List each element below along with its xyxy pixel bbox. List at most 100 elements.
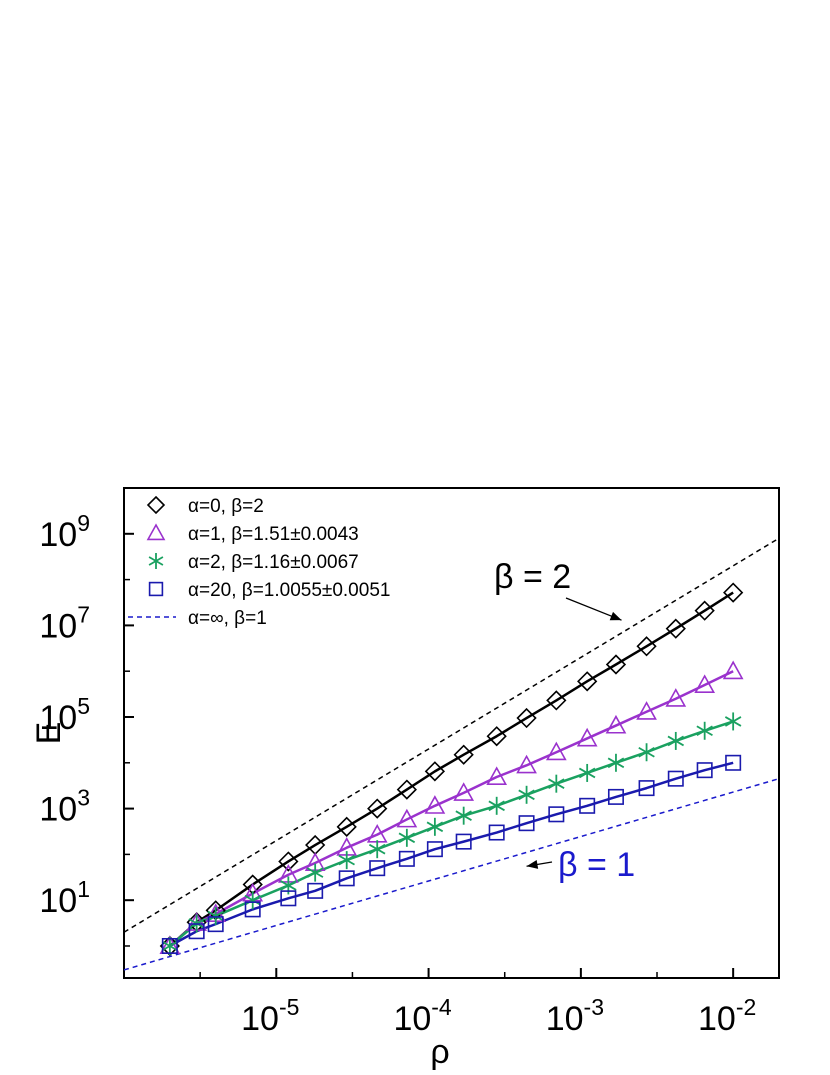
fit-line — [169, 761, 734, 948]
data-point — [545, 741, 567, 761]
asterisk-stroke — [148, 556, 164, 566]
data-point — [665, 618, 686, 639]
asterisk-stroke — [306, 867, 324, 878]
data-point — [367, 798, 388, 819]
data-point — [398, 828, 416, 847]
data-point — [336, 816, 357, 837]
data-point — [338, 851, 355, 870]
annotation-label: β = 2 — [494, 558, 571, 596]
asterisk-stroke — [638, 746, 655, 758]
y-tick-label: 105 — [39, 693, 90, 737]
y-tick-label: 109 — [39, 510, 90, 554]
data-point — [636, 701, 657, 720]
data-point — [516, 754, 537, 774]
data-point — [724, 712, 742, 731]
legend-label: α=2, β=1.16±0.0067 — [188, 552, 359, 573]
annotation-arrowhead — [609, 611, 622, 621]
data-point — [667, 770, 684, 787]
data-point — [453, 744, 474, 765]
reference-line — [124, 537, 779, 933]
data-point — [638, 780, 655, 797]
data-point — [548, 806, 565, 823]
data-point — [578, 763, 596, 782]
asterisk-stroke — [455, 810, 472, 821]
data-point — [244, 891, 261, 910]
data-point — [306, 863, 324, 882]
asterisk-stroke — [398, 832, 416, 844]
data-point — [488, 824, 505, 841]
series-markers — [159, 660, 744, 954]
asterisk-stroke — [518, 789, 535, 801]
data-point — [426, 841, 443, 858]
y-tick-label: 103 — [39, 785, 90, 829]
asterisk-stroke — [696, 725, 713, 737]
asterisk-stroke — [548, 778, 565, 789]
plot-area: 10-5 10-4 10-3 10-2 101 103 105 107 109 — [39, 487, 780, 1038]
data-point — [368, 840, 386, 859]
fit-line — [169, 670, 734, 947]
data-point — [636, 636, 657, 657]
asterisk-stroke — [244, 894, 261, 906]
legend-label: α=0, β=2 — [188, 496, 264, 517]
asterisk-stroke — [667, 735, 685, 747]
data-point — [516, 707, 537, 729]
data-point — [486, 766, 508, 785]
data-point — [424, 795, 446, 814]
data-point — [426, 817, 444, 836]
data-point — [722, 660, 744, 680]
fit-line — [169, 720, 734, 947]
data-point — [605, 714, 627, 734]
data-point — [307, 882, 324, 899]
asterisk-stroke — [607, 757, 625, 769]
data-point — [607, 788, 624, 805]
asterisk-stroke — [488, 800, 505, 812]
data-point — [207, 916, 224, 933]
data-point — [607, 753, 625, 772]
annotation-arrowhead — [526, 860, 539, 869]
plot-frame — [123, 487, 780, 979]
asterisk-stroke — [338, 854, 355, 866]
series-markers — [161, 754, 742, 954]
data-point — [455, 833, 472, 850]
asterisk-stroke — [161, 940, 179, 952]
data-point — [577, 671, 598, 692]
legend-marker — [148, 581, 164, 597]
data-point — [605, 654, 627, 675]
x-tick-label: 10-5 — [241, 994, 299, 1038]
annotations: β = 2 β = 1 — [494, 558, 635, 884]
data-point — [486, 726, 507, 747]
data-point — [278, 851, 299, 872]
data-point — [518, 815, 535, 832]
data-markers — [159, 582, 744, 957]
data-point — [723, 582, 744, 603]
asterisk-stroke — [280, 880, 297, 891]
legend-label: α=20, β=1.0055±0.0051 — [188, 580, 390, 601]
annotation-label: β = 1 — [558, 846, 635, 884]
asterisk-stroke — [426, 821, 444, 833]
data-point — [725, 754, 742, 771]
reference-line — [124, 777, 779, 971]
data-point — [161, 937, 178, 954]
data-point — [188, 923, 205, 940]
asterisk-stroke — [207, 910, 224, 922]
axis-ticks: 10-5 10-4 10-3 10-2 101 103 105 107 109 — [39, 487, 756, 1038]
data-point — [579, 797, 596, 814]
data-point — [161, 936, 179, 955]
x-axis-label: ρ — [430, 1033, 449, 1071]
asterisk-stroke — [724, 716, 742, 727]
asterisk-stroke — [368, 843, 386, 855]
series-markers — [161, 712, 742, 955]
data-point — [424, 761, 446, 782]
legend-marker — [148, 553, 164, 569]
data-point — [638, 743, 655, 762]
x-tick-label: 10-2 — [698, 994, 756, 1038]
data-point — [207, 907, 224, 926]
data-point — [455, 806, 472, 825]
data-point — [694, 674, 716, 693]
data-point — [548, 774, 565, 793]
y-tick-label: 107 — [39, 601, 90, 645]
data-point — [244, 901, 261, 918]
data-point — [576, 727, 598, 747]
data-point — [488, 796, 505, 815]
